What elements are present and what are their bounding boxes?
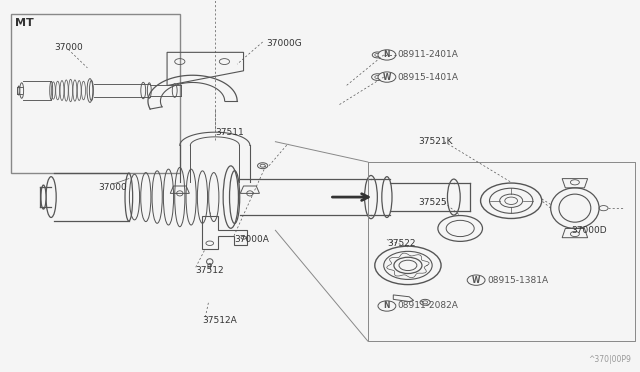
Text: 08915-1381A: 08915-1381A: [487, 276, 548, 285]
Ellipse shape: [41, 185, 46, 209]
Bar: [11, 14, 180, 173]
Text: 08915-1401A: 08915-1401A: [397, 73, 459, 81]
Text: N: N: [383, 301, 390, 311]
Text: 37512: 37512: [196, 266, 225, 275]
Text: 37000: 37000: [99, 183, 127, 192]
Text: 37000A: 37000A: [234, 235, 269, 244]
Text: 08911-2401A: 08911-2401A: [397, 51, 459, 60]
Circle shape: [378, 50, 396, 60]
Text: N: N: [383, 51, 390, 60]
Text: 37522: 37522: [387, 239, 415, 248]
Text: 37521K: 37521K: [419, 137, 453, 146]
Text: ^370|00P9: ^370|00P9: [588, 355, 631, 364]
Text: 37000G: 37000G: [266, 39, 301, 48]
Text: W: W: [472, 276, 480, 285]
Text: 37000D: 37000D: [572, 226, 607, 235]
Text: W: W: [383, 73, 391, 81]
Text: 37525: 37525: [419, 198, 447, 207]
Circle shape: [467, 275, 485, 285]
Text: 37000: 37000: [54, 43, 83, 52]
Text: 37511: 37511: [215, 128, 244, 137]
Text: 08911-2082A: 08911-2082A: [397, 301, 459, 311]
Circle shape: [378, 72, 396, 82]
Ellipse shape: [18, 86, 20, 95]
Text: 37512A: 37512A: [202, 316, 237, 325]
Circle shape: [378, 301, 396, 311]
Text: MT: MT: [15, 18, 34, 28]
